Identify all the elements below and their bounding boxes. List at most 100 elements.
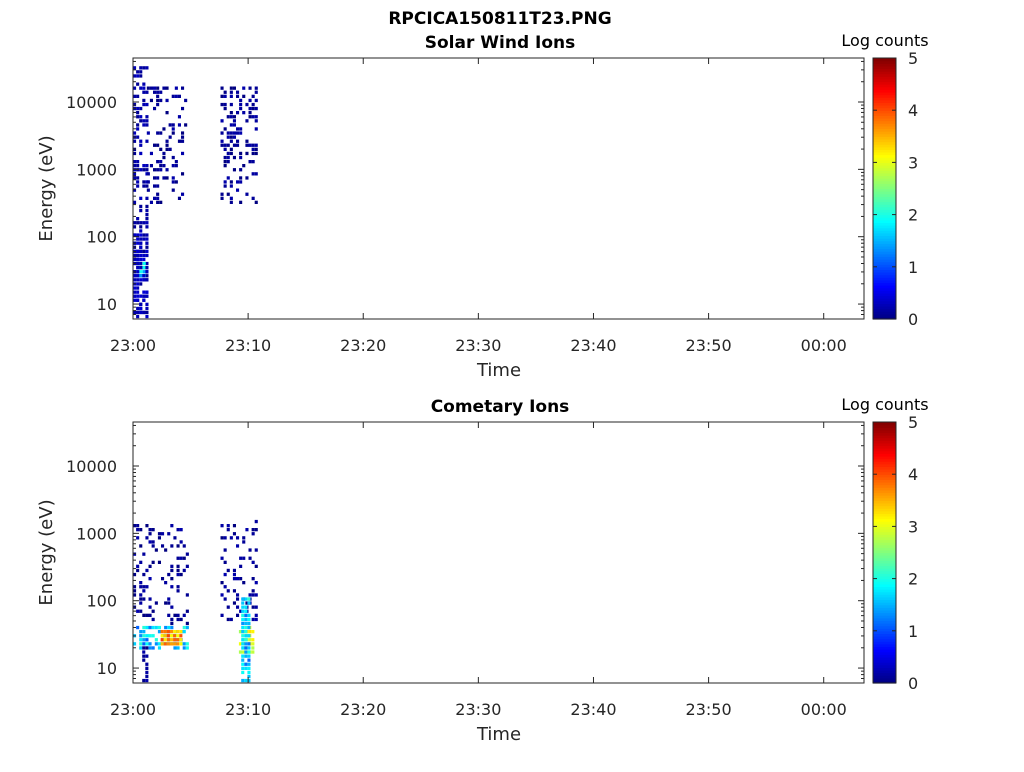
spectrogram-cell — [166, 638, 170, 642]
spectrogram-cell — [139, 646, 143, 650]
spectrogram-cell — [154, 642, 158, 646]
spectrogram-cell — [247, 662, 251, 666]
spectrogram-cell — [136, 294, 140, 298]
spectrogram-cell — [145, 221, 149, 225]
spectrogram-cell — [149, 164, 153, 168]
colorbar-segment — [873, 529, 896, 533]
spectrogram-cell — [146, 188, 150, 192]
colorbar-segment — [873, 102, 896, 106]
colorbar-segment — [873, 269, 896, 273]
spectrogram-cell — [241, 605, 245, 609]
colorbar-segment — [873, 151, 896, 156]
spectrogram-cell — [245, 192, 249, 196]
spectrogram-cell — [142, 261, 146, 266]
spectrogram-cell — [220, 613, 224, 617]
spectrogram-cell — [142, 233, 146, 237]
spectrogram-cell — [153, 143, 157, 147]
spectrogram-cell — [167, 625, 171, 630]
spectrogram-cell — [148, 540, 152, 544]
spectrogram-cell — [142, 298, 146, 302]
spectrogram-cell — [239, 180, 243, 184]
colorbar-segment — [873, 86, 896, 90]
colorbar-segment — [873, 518, 896, 522]
spectrogram-cell — [179, 638, 183, 642]
spectrogram-cell — [145, 249, 149, 253]
spectrogram-cell — [142, 249, 146, 253]
spectrogram-cell — [139, 143, 143, 147]
spectrogram-cell — [177, 115, 181, 119]
colorbar-segment — [873, 591, 896, 595]
spectrogram-cell — [136, 257, 140, 262]
x-tick-label: 23:20 — [340, 336, 386, 355]
spectrogram-cell — [136, 164, 140, 168]
colorbar-segment — [873, 230, 896, 234]
colorbar-segment — [873, 573, 896, 577]
spectrogram-cell — [142, 654, 146, 658]
spectrogram-cell — [241, 678, 245, 683]
spectrogram-cell — [229, 147, 233, 151]
spectrogram-cell — [239, 155, 243, 160]
colorbar-segment — [873, 295, 896, 299]
colorbar-segment — [873, 243, 896, 247]
colorbar-segment — [873, 185, 896, 190]
spectrogram-cell — [241, 597, 245, 601]
spectrogram-cell — [239, 556, 243, 560]
colorbar-segment — [873, 424, 896, 428]
spectrogram-cell — [145, 123, 149, 127]
colorbar-segment — [873, 118, 896, 122]
colorbar-segment — [873, 578, 896, 582]
spectrogram-cell — [181, 151, 185, 156]
colorbar-segment — [873, 649, 896, 653]
spectrogram-cell — [236, 577, 240, 581]
colorbar-tick-label: 3 — [908, 517, 918, 536]
spectrogram-cell — [254, 548, 258, 552]
spectrogram-cell — [156, 192, 160, 196]
spectrogram-cell — [167, 613, 171, 617]
spectrogram-cell — [139, 601, 143, 605]
spectrogram-cell — [145, 217, 149, 221]
colorbar-segment — [873, 630, 896, 635]
spectrogram-cell — [251, 646, 255, 650]
spectrogram-cell — [148, 597, 152, 601]
colorbar-segment — [873, 560, 896, 564]
spectrogram-cell — [176, 638, 180, 642]
colorbar-segment — [873, 305, 896, 310]
spectrogram-cell — [254, 200, 258, 204]
spectrogram-cell — [251, 617, 255, 622]
colorbar-segment — [873, 599, 896, 603]
spectrogram-cell — [251, 196, 255, 200]
spectrogram-cell — [247, 625, 251, 630]
spectrogram-cell — [223, 143, 227, 147]
spectrogram-cell — [176, 528, 180, 532]
spectrogram-cell — [179, 556, 183, 560]
colorbar-tick-label: 2 — [908, 570, 918, 589]
spectrogram-cell — [160, 634, 164, 638]
spectrogram-cell — [166, 642, 170, 646]
spectrogram-cell — [242, 111, 246, 115]
spectrogram-cell — [133, 102, 137, 107]
colorbar-segment — [873, 557, 896, 561]
spectrogram-cell — [229, 536, 233, 540]
spectrogram-cell — [139, 634, 143, 638]
spectrogram-cell — [247, 642, 251, 646]
colorbar-segment — [873, 227, 896, 231]
spectrogram-cell — [157, 642, 161, 646]
spectrogram-cell — [142, 237, 146, 241]
spectrogram-cell — [154, 548, 158, 552]
colorbar-segment — [873, 502, 896, 507]
spectrogram-cell — [142, 168, 146, 172]
colorbar-segment — [873, 432, 896, 436]
spectrogram-cell — [229, 617, 233, 622]
spectrogram-cell — [247, 601, 251, 605]
spectrogram-cell — [156, 160, 160, 164]
colorbar-segment — [873, 646, 896, 650]
spectrogram-cell — [133, 188, 137, 192]
spectrogram-cell — [229, 184, 233, 188]
spectrogram-cell — [139, 528, 143, 532]
spectrogram-cell — [146, 180, 150, 184]
spectrogram-cell — [236, 544, 240, 548]
spectrogram-cell — [162, 86, 166, 90]
spectrogram-cell — [160, 630, 164, 634]
colorbar-segment — [873, 211, 896, 216]
spectrogram-cell — [149, 98, 153, 103]
